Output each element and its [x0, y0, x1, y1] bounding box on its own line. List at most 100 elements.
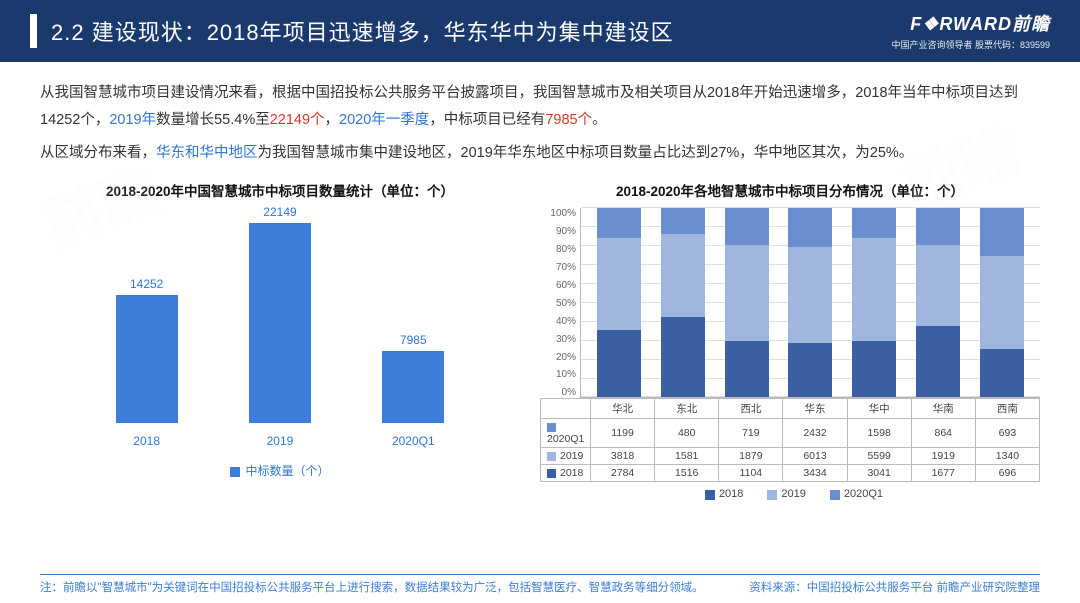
stack-segment	[597, 208, 641, 237]
y-tick: 10%	[540, 369, 576, 380]
bar-rect	[382, 351, 444, 423]
stack-segment	[916, 245, 960, 326]
y-tick: 100%	[540, 208, 576, 219]
bar-column: 14252	[97, 277, 197, 424]
region-label: 华中	[847, 399, 911, 419]
table-cell: 864	[911, 419, 975, 448]
stack-segment	[852, 238, 896, 341]
y-tick: 60%	[540, 280, 576, 291]
bar-chart-title: 2018-2020年中国智慧城市中标项目数量统计（单位：个）	[40, 180, 520, 200]
legend-item: 2020Q1	[822, 488, 883, 500]
slide-header: 2.2 建设现状：2018年项目迅速增多，华东华中为集中建设区 F❖RWARD前…	[0, 0, 1080, 62]
bar-rect	[249, 223, 311, 423]
stacked-chart-legend: 2018 2019 2020Q1	[540, 488, 1040, 500]
footer: 注：前瞻以"智慧城市"为关键词在中国招投标公共服务平台上进行搜索，数据结果较为广…	[40, 574, 1040, 595]
table-cell: 1340	[975, 448, 1039, 465]
region-label: 西南	[975, 399, 1039, 419]
brand-logo: F❖RWARD前瞻 中国产业咨询领导者 股票代码：839599	[891, 10, 1050, 51]
bar-x-label: 2020Q1	[363, 434, 463, 448]
stack-segment	[980, 208, 1024, 256]
region-label: 华东	[783, 399, 847, 419]
stacked-chart: 100% 90% 80% 70% 60% 50% 40% 30% 20% 10% 0%	[540, 208, 1040, 398]
stack-segment	[852, 208, 896, 238]
region-label: 华南	[911, 399, 975, 419]
bar-x-label: 2019	[230, 434, 330, 448]
highlight-value: 22149个	[270, 112, 325, 128]
stack-column	[597, 208, 641, 397]
stacked-chart-container: 2018-2020年各地智慧城市中标项目分布情况（单位：个） 100% 90% 80…	[540, 180, 1040, 500]
table-cell: 1516	[655, 465, 719, 482]
bar-column: 22149	[230, 205, 330, 423]
text: 为我国智慧城市集中建设地区，2019年华东地区中标项目数量占比达到27%，华中地…	[258, 145, 914, 161]
table-cell: 696	[975, 465, 1039, 482]
bar-value-label: 22149	[263, 205, 296, 219]
highlight-value: 7985个	[545, 112, 592, 128]
y-tick: 0%	[540, 387, 576, 398]
region-label: 华北	[591, 399, 655, 419]
stack-column	[725, 208, 769, 397]
table-cell: 1199	[591, 419, 655, 448]
stack-segment	[597, 330, 641, 397]
table-cell: 1104	[719, 465, 783, 482]
stacked-chart-title: 2018-2020年各地智慧城市中标项目分布情况（单位：个）	[540, 180, 1040, 200]
series-name: 2018	[541, 465, 591, 482]
table-cell: 1598	[847, 419, 911, 448]
stack-segment	[725, 341, 769, 397]
bar-x-label: 2018	[97, 434, 197, 448]
table-cell: 3818	[591, 448, 655, 465]
text: ，中标项目已经有	[429, 112, 545, 128]
text: 数量增长55.4%至	[156, 112, 270, 128]
paragraph-1: 从我国智慧城市项目建设情况来看，根据中国招投标公共服务平台披露项目，我国智慧城市…	[40, 80, 1040, 134]
table-cell: 3041	[847, 465, 911, 482]
bar-column: 7985	[363, 333, 463, 423]
stack-segment	[788, 208, 832, 247]
highlight-region: 华东和华中地区	[156, 145, 258, 161]
bar-value-label: 14252	[130, 277, 163, 291]
stack-segment	[725, 208, 769, 245]
stack-segment	[661, 317, 705, 397]
stack-segment	[916, 326, 960, 397]
stack-segment	[788, 343, 832, 398]
logo-subtitle: 中国产业咨询领导者 股票代码：839599	[891, 38, 1050, 51]
logo-text: F❖RWARD前瞻	[891, 10, 1050, 36]
region-label: 西北	[719, 399, 783, 419]
bar-chart: 14252 22149 7985 2018 2019 2020Q1	[50, 208, 510, 458]
y-tick: 20%	[540, 352, 576, 363]
text: ，	[325, 112, 340, 128]
stack-segment	[852, 341, 896, 397]
stack-segment	[788, 247, 832, 343]
highlight-year: 2020年一季度	[339, 112, 429, 128]
text: 。	[592, 112, 607, 128]
slide-title: 2.2 建设现状：2018年项目迅速增多，华东华中为集中建设区	[51, 15, 674, 47]
legend-item: 2019	[759, 488, 805, 500]
y-tick: 30%	[540, 334, 576, 345]
bar-chart-container: 2018-2020年中国智慧城市中标项目数量统计（单位：个） 14252 2214…	[40, 180, 520, 500]
y-tick: 70%	[540, 262, 576, 273]
table-cell: 480	[655, 419, 719, 448]
y-tick: 40%	[540, 316, 576, 327]
footer-note: 注：前瞻以"智慧城市"为关键词在中国招投标公共服务平台上进行搜索，数据结果较为广…	[40, 579, 704, 595]
footer-source: 资料来源：中国招投标公共服务平台 前瞻产业研究院整理	[749, 579, 1040, 595]
table-cell: 2784	[591, 465, 655, 482]
paragraph-2: 从区域分布来看，华东和华中地区为我国智慧城市集中建设地区，2019年华东地区中标…	[40, 140, 1040, 167]
y-tick: 80%	[540, 244, 576, 255]
stack-segment	[916, 208, 960, 245]
stack-segment	[980, 256, 1024, 349]
bar-rect	[116, 295, 178, 424]
table-cell: 1879	[719, 448, 783, 465]
y-tick: 90%	[540, 226, 576, 237]
stack-segment	[597, 238, 641, 331]
table-cell: 1919	[911, 448, 975, 465]
legend-item: 2018	[697, 488, 743, 500]
table-cell: 6013	[783, 448, 847, 465]
bar-value-label: 7985	[400, 333, 427, 347]
table-cell: 1677	[911, 465, 975, 482]
series-name: 2019	[541, 448, 591, 465]
stack-segment	[661, 208, 705, 233]
y-tick: 50%	[540, 298, 576, 309]
header-accent-bar	[30, 14, 37, 48]
highlight-year: 2019年	[109, 112, 156, 128]
table-cell: 1581	[655, 448, 719, 465]
stack-segment	[661, 234, 705, 318]
stack-column	[980, 208, 1024, 397]
